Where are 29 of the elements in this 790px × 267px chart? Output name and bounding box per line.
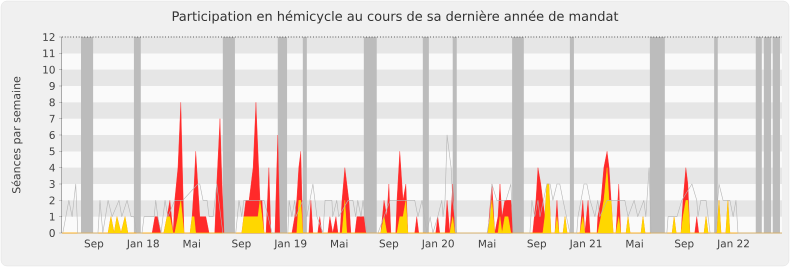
y-tick-label: 12 (43, 33, 54, 41)
y-axis-title: Séances par semaine (11, 76, 23, 194)
y-tick-label: 0 (50, 229, 55, 237)
y-tick-label: 4 (49, 164, 55, 172)
x-tick-label: Mai (184, 240, 200, 248)
x-tick-label: Jan 18 (126, 240, 159, 250)
y-tick-label: 6 (50, 131, 55, 139)
x-tick-label: Mai (331, 240, 348, 248)
y-tick-label: 3 (50, 180, 55, 188)
x-tick-label: Sep (232, 240, 251, 250)
x-tick-label: Jan 19 (274, 240, 306, 250)
y-tick-label: 11 (43, 50, 55, 58)
y-tick-label: 5 (50, 147, 55, 156)
y-tick-label: 1 (50, 212, 55, 220)
y-tick-label: 9 (49, 82, 55, 90)
y-tick-label: 2 (50, 196, 54, 204)
y-tick-label: 10 (43, 66, 55, 74)
y-tick-label: 8 (50, 98, 55, 106)
x-tick-label: Jan 21 (569, 240, 602, 250)
x-tick-label: Jan 20 (421, 240, 454, 250)
y-tick-label: 7 (50, 114, 55, 122)
x-tick-label: Sep (675, 240, 694, 250)
x-tick-label: Jan 22 (716, 240, 749, 250)
x-tick-label: Mai (626, 240, 643, 248)
x-tick-label: Sep (84, 240, 104, 250)
chart-title: Participation en hémicycle au cours de sa dernière année de mandat (172, 10, 618, 24)
x-tick-label: Sep (380, 240, 398, 250)
x-tick-label: Mai (478, 240, 496, 248)
x-tick-label: Sep (528, 240, 546, 250)
